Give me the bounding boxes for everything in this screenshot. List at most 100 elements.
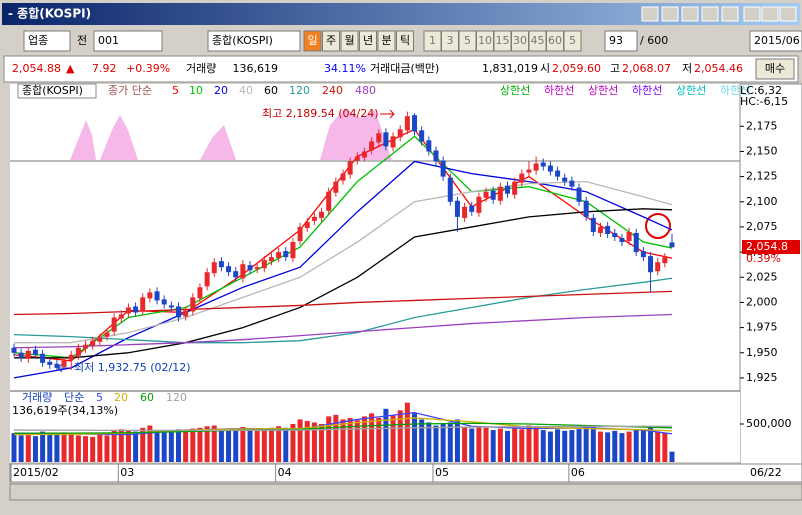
- volume-bar: [433, 425, 439, 462]
- volume-bar: [125, 430, 131, 462]
- candle-body: [68, 354, 74, 360]
- volume-bar: [75, 435, 81, 462]
- volume-bar: [619, 433, 625, 462]
- control[interactable]: [396, 30, 414, 52]
- control[interactable]: [749, 30, 802, 52]
- candle-body: [597, 226, 603, 233]
- candle-body: [161, 299, 167, 305]
- volume-bar: [118, 429, 124, 462]
- candle-body: [190, 297, 196, 312]
- candle-body: [183, 310, 189, 317]
- period: 주: [326, 34, 336, 47]
- control[interactable]: [340, 30, 359, 52]
- control[interactable]: [303, 30, 322, 52]
- highlight-circle: [645, 213, 671, 239]
- prefix: 전: [77, 34, 87, 47]
- interval: 15: [496, 34, 510, 47]
- candle-body: [412, 115, 418, 132]
- candle-body: [397, 129, 403, 138]
- candle-body: [369, 141, 375, 151]
- volume-bar: [333, 414, 339, 462]
- y-tick-label: 1,925: [746, 371, 778, 384]
- candle-body: [118, 314, 124, 319]
- volume-bar: [361, 416, 367, 462]
- volume-bar: [261, 428, 267, 462]
- scrollbar[interactable]: [9, 483, 802, 501]
- last-price: 2,054.8: [746, 240, 788, 253]
- control[interactable]: [359, 30, 377, 52]
- area: [100, 115, 138, 160]
- volume-bar: [533, 426, 539, 462]
- candle-body: [519, 173, 525, 183]
- legend-entry: 60: [264, 84, 278, 97]
- legend-entry: 240: [322, 84, 343, 97]
- candle-body: [583, 200, 589, 217]
- control[interactable]: [563, 30, 582, 52]
- quote-price: 2,054.88: [12, 62, 61, 75]
- x-tick-label: 04: [278, 466, 292, 479]
- btn[interactable]: [779, 6, 797, 22]
- period: 분: [381, 34, 391, 47]
- candle-body: [505, 185, 510, 194]
- candle-body: [32, 349, 38, 355]
- y-tick-label: 2,000: [746, 295, 778, 308]
- candle-body: [512, 181, 518, 195]
- control[interactable]: [377, 30, 396, 52]
- btn[interactable]: [661, 6, 679, 22]
- quote-volume: 136,619: [233, 62, 279, 75]
- candle-body: [211, 262, 217, 274]
- volume-bar: [583, 427, 589, 462]
- control[interactable]: [755, 58, 795, 80]
- x-tick-label: 2015/02: [13, 466, 59, 479]
- candle-body: [261, 260, 267, 269]
- quote-change: 7.92: [92, 62, 117, 75]
- btn[interactable]: [701, 6, 719, 22]
- title-bar: [2, 3, 800, 25]
- candle-body: [404, 116, 410, 131]
- control[interactable]: [604, 30, 638, 52]
- candle-body: [276, 252, 282, 259]
- candle-body: [247, 265, 253, 271]
- chart-title: 종합(KOSPI): [22, 84, 83, 97]
- window-buttons[interactable]: [641, 6, 797, 22]
- volume-bar: [505, 430, 510, 462]
- candle-body: [154, 291, 160, 301]
- moving-average: [14, 422, 673, 434]
- volume-bar: [197, 427, 203, 462]
- interval: 60: [548, 34, 562, 47]
- quote-low-label: 저: [682, 62, 692, 75]
- btn[interactable]: [721, 6, 739, 22]
- candle-body: [440, 160, 446, 177]
- x-tick-label: 03: [120, 466, 134, 479]
- volume-bar: [161, 432, 167, 462]
- control[interactable]: [322, 30, 340, 52]
- control[interactable]: [207, 30, 301, 52]
- volume-bar: [512, 427, 518, 462]
- candle-body: [662, 257, 668, 264]
- candle-body: [97, 337, 103, 342]
- volume-bar: [669, 451, 675, 462]
- area: [70, 120, 96, 160]
- volume-bar: [519, 429, 525, 462]
- volume-bar: [476, 426, 482, 462]
- btn[interactable]: [761, 6, 779, 22]
- volume-bar: [412, 413, 418, 462]
- candle-body: [612, 232, 618, 237]
- band-label: 상한선: [588, 84, 618, 97]
- volume-bar: [490, 430, 496, 462]
- candle-body: [669, 242, 675, 248]
- btn[interactable]: [681, 6, 699, 22]
- btn[interactable]: [641, 6, 659, 22]
- interval: 30: [513, 34, 527, 47]
- quote-volume-label: 거래량: [186, 62, 216, 75]
- volume-bar: [176, 429, 181, 462]
- moving-average: [13, 313, 673, 349]
- y-tick-label: 1,950: [746, 346, 778, 359]
- y-tick-label: 1,975: [746, 321, 778, 334]
- control[interactable]: [23, 30, 71, 52]
- legend-entry: 20: [114, 391, 128, 404]
- control[interactable]: [93, 30, 163, 52]
- candle-body: [226, 266, 232, 273]
- btn[interactable]: [743, 6, 761, 22]
- volume-bar: [547, 431, 553, 462]
